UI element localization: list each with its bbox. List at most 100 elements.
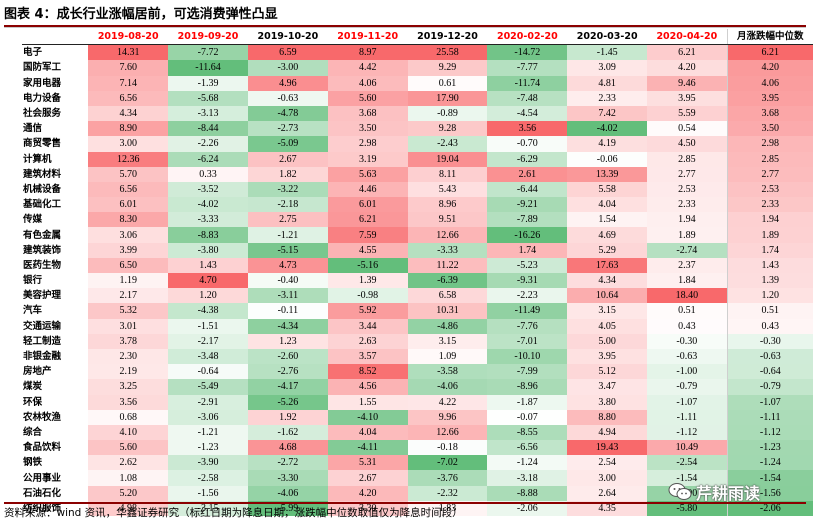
column-header: 2019-11-20 — [327, 29, 408, 46]
heatmap-cell: -1.21 — [168, 424, 248, 441]
heatmap-cell: -7.02 — [407, 455, 488, 471]
heatmap-cell: -10.10 — [487, 348, 568, 365]
heatmap-cell: -4.06 — [407, 379, 488, 395]
heatmap-cell: -4.54 — [487, 105, 568, 122]
heatmap-cell: 3.15 — [567, 303, 648, 319]
heatmap-cell: 4.46 — [327, 181, 408, 198]
heatmap-cell: 3.19 — [327, 151, 408, 167]
heatmap-cell: 5.12 — [567, 364, 648, 380]
heatmap-cell: 5.31 — [327, 455, 408, 471]
industry-label: 国防军工 — [23, 62, 62, 74]
heatmap-cell: 4.73 — [247, 257, 328, 273]
heatmap-cell: 19.43 — [567, 440, 648, 456]
heatmap-cell: -0.79 — [726, 379, 813, 395]
heatmap-cell: 1.43 — [726, 257, 813, 273]
heatmap-cell: 4.05 — [567, 318, 648, 334]
heatmap-cell: 2.33 — [726, 197, 813, 213]
heatmap-cell: 2.62 — [88, 455, 169, 471]
heatmap-cell: -14.72 — [487, 44, 568, 61]
industry-label: 建筑装饰 — [23, 244, 62, 256]
heatmap-cell: 18.40 — [647, 288, 728, 304]
heatmap-cell: -0.79 — [647, 379, 728, 395]
heatmap-cell: -11.64 — [168, 60, 248, 76]
chart-title: 图表 4：成长行业涨幅居前，可选消费弹性凸显 — [4, 7, 278, 22]
industry-label: 综合 — [23, 426, 43, 438]
watermark-text: 芹耕雨读 — [696, 484, 761, 503]
heatmap-cell: -0.30 — [726, 333, 813, 349]
heatmap-cell: 2.67 — [247, 151, 328, 167]
heatmap-cell: 6.21 — [647, 44, 728, 61]
heatmap-cell: 3.30 — [327, 500, 408, 516]
heatmap-cell: 2.53 — [726, 181, 813, 198]
heatmap-cell: 3.00 — [567, 470, 648, 486]
heatmap-cell: -7.99 — [487, 364, 568, 380]
heatmap-cell: 6.01 — [327, 197, 408, 213]
wechat-icon — [668, 482, 692, 502]
heatmap-cell: -3.22 — [247, 181, 328, 198]
heatmap-cell: 4.81 — [567, 75, 648, 91]
heatmap-cell: -2.17 — [168, 333, 248, 349]
heatmap-cell: -0.63 — [647, 348, 728, 365]
heatmap-cell: 4.55 — [327, 242, 408, 258]
heatmap-cell: 7.60 — [88, 60, 169, 76]
heatmap-cell: -2.74 — [647, 242, 728, 258]
heatmap-cell: 17.63 — [567, 257, 648, 273]
heatmap-cell: -2.58 — [168, 470, 248, 486]
heatmap-cell: 3.25 — [88, 379, 169, 395]
heatmap-cell: -3.06 — [168, 409, 248, 425]
heatmap-cell: 4.20 — [647, 60, 728, 76]
heatmap-cell: 3.99 — [88, 242, 169, 258]
heatmap-cell: 4.04 — [327, 424, 408, 441]
heatmap-cell: -0.30 — [647, 333, 728, 349]
heatmap-cell: 3.06 — [88, 227, 169, 243]
heatmap-cell: 3.80 — [567, 394, 648, 410]
heatmap-cell: 7.59 — [327, 227, 408, 243]
table-row: 食品饮料 5.60 -1.23 4.68 -4.11 -0.18 -6.56 19.43 10.… — [22, 440, 813, 456]
heatmap-cell: -5.68 — [168, 90, 248, 106]
heatmap-cell: 2.17 — [88, 288, 169, 304]
heatmap-cell: 3.15 — [407, 333, 488, 349]
heatmap-cell: 3.78 — [88, 333, 169, 349]
heatmap-cell: 1.20 — [168, 288, 248, 304]
heatmap-cell: 12.66 — [407, 227, 488, 243]
heatmap-cell: -7.72 — [168, 44, 248, 61]
heatmap-cell: 2.75 — [247, 212, 328, 228]
industry-label: 机械设备 — [23, 183, 62, 195]
industry-return-heatmap: 2019-08-20 2019-09-20 2019-10-20 2019-11-20… — [22, 29, 813, 516]
heatmap-cell: -2.72 — [247, 455, 328, 471]
heatmap-cell: 3.50 — [726, 121, 813, 137]
column-header: 2020-04-20 — [647, 29, 728, 46]
heatmap-cell: -2.54 — [647, 455, 728, 471]
table-row: 纺织服饰 4.98 -3.15 -5.99 3.30 1.83 -2.06 4.35 -5.80… — [22, 500, 813, 516]
heatmap-cell: -1.07 — [647, 394, 728, 410]
heatmap-cell: -0.64 — [168, 364, 248, 380]
heatmap-cell: -7.77 — [487, 60, 568, 76]
heatmap-cell: 9.29 — [407, 60, 488, 76]
industry-label: 房地产 — [23, 366, 52, 378]
heatmap-cell: 8.30 — [88, 212, 169, 228]
industry-label: 纺织服饰 — [23, 502, 62, 514]
heatmap-cell: -1.12 — [726, 424, 813, 441]
heatmap-cell: -3.13 — [168, 105, 248, 122]
heatmap-cell: 10.31 — [407, 303, 488, 319]
heatmap-cell: 5.92 — [327, 303, 408, 319]
heatmap-cell: -1.54 — [647, 470, 728, 486]
table-row: 医药生物 6.50 1.43 4.73 -5.16 11.22 -5.23 17.63 2.37… — [22, 257, 813, 273]
heatmap-cell: 4.34 — [567, 273, 648, 289]
table-row: 家用电器 7.14 -1.39 4.96 4.06 0.61 -11.74 4.81 9.46 4… — [22, 75, 813, 91]
heatmap-cell: 5.58 — [567, 181, 648, 198]
heatmap-cell: 2.54 — [567, 455, 648, 471]
heatmap-cell: 0.68 — [88, 409, 169, 425]
heatmap-cell: -8.96 — [487, 379, 568, 395]
heatmap-cell: 8.90 — [88, 121, 169, 137]
heatmap-cell: -1.12 — [647, 424, 728, 441]
heatmap-cell: -2.73 — [247, 121, 328, 137]
heatmap-cell: 5.59 — [647, 105, 728, 122]
heatmap-cell: 4.69 — [567, 227, 648, 243]
heatmap-cell: 0.33 — [168, 166, 248, 182]
heatmap-cell: 1.94 — [647, 212, 728, 228]
table-row: 农林牧渔 0.68 -3.06 1.92 -4.10 9.96 -0.07 8.80 -1.11… — [22, 409, 813, 425]
table-row: 汽车 5.32 -4.38 -0.11 5.92 10.31 -11.49 3.15 0.51 0… — [22, 303, 813, 319]
heatmap-cell: -6.56 — [487, 440, 568, 456]
industry-label: 石油石化 — [23, 487, 62, 499]
